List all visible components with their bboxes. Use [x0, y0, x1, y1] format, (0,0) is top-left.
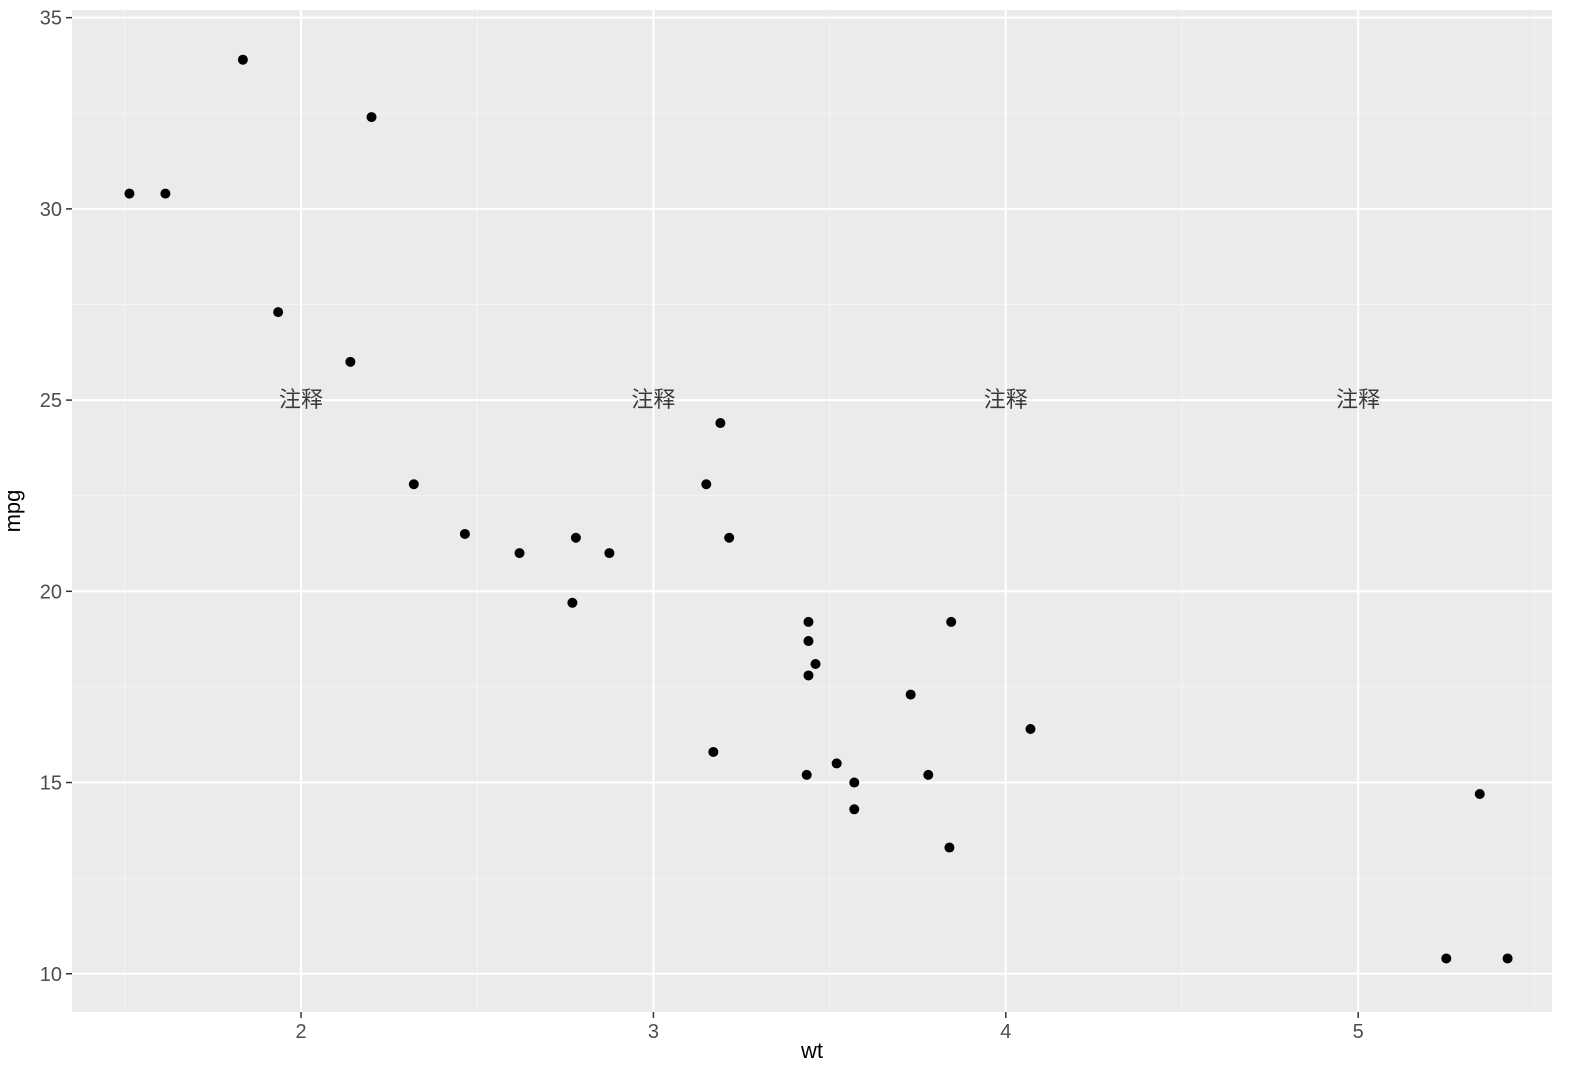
y-tick-label: 25	[40, 390, 62, 412]
data-point	[160, 189, 170, 199]
x-tick-label: 4	[1000, 1021, 1011, 1043]
data-point	[238, 55, 248, 65]
data-point	[1441, 953, 1451, 963]
annotation-label: 注释	[984, 387, 1028, 412]
data-point	[460, 529, 470, 539]
data-point	[124, 189, 134, 199]
data-point	[724, 533, 734, 543]
x-tick-label: 3	[648, 1021, 659, 1043]
y-tick-label: 10	[40, 964, 62, 986]
data-point	[803, 670, 813, 680]
data-point	[849, 778, 859, 788]
data-point	[944, 843, 954, 853]
x-tick-label: 5	[1353, 1021, 1364, 1043]
data-point	[832, 758, 842, 768]
data-point	[923, 770, 933, 780]
y-tick-label: 20	[40, 581, 62, 603]
data-point	[802, 770, 812, 780]
data-point	[906, 690, 916, 700]
data-point	[515, 548, 525, 558]
y-axis-title: mpg	[0, 490, 25, 533]
data-point	[409, 479, 419, 489]
data-point	[345, 357, 355, 367]
plot-panel	[72, 10, 1552, 1012]
scatter-chart: 2 3 4 5 10 15 20 25 30 35 wt mpg 注释 注释 注释 注释	[0, 0, 1572, 1068]
data-point	[708, 747, 718, 757]
x-axis-title: wt	[800, 1038, 823, 1063]
data-point	[715, 418, 725, 428]
data-point	[604, 548, 614, 558]
data-point	[811, 659, 821, 669]
y-tick-label: 15	[40, 773, 62, 795]
data-point	[849, 804, 859, 814]
data-point	[803, 617, 813, 627]
data-point	[273, 307, 283, 317]
annotation-label: 注释	[279, 387, 323, 412]
data-point	[1503, 953, 1513, 963]
data-point	[571, 533, 581, 543]
chart-svg: 2 3 4 5 10 15 20 25 30 35 wt mpg 注释 注释 注释 注释	[0, 0, 1572, 1068]
data-point	[1025, 724, 1035, 734]
y-tick-label: 30	[40, 199, 62, 221]
data-point	[803, 636, 813, 646]
annotation-label: 注释	[631, 387, 675, 412]
data-point	[701, 479, 711, 489]
annotation-label: 注释	[1336, 387, 1380, 412]
data-point	[946, 617, 956, 627]
data-point	[1475, 789, 1485, 799]
data-point	[367, 112, 377, 122]
data-point	[567, 598, 577, 608]
y-tick-label: 35	[40, 8, 62, 30]
x-tick-label: 2	[295, 1021, 306, 1043]
